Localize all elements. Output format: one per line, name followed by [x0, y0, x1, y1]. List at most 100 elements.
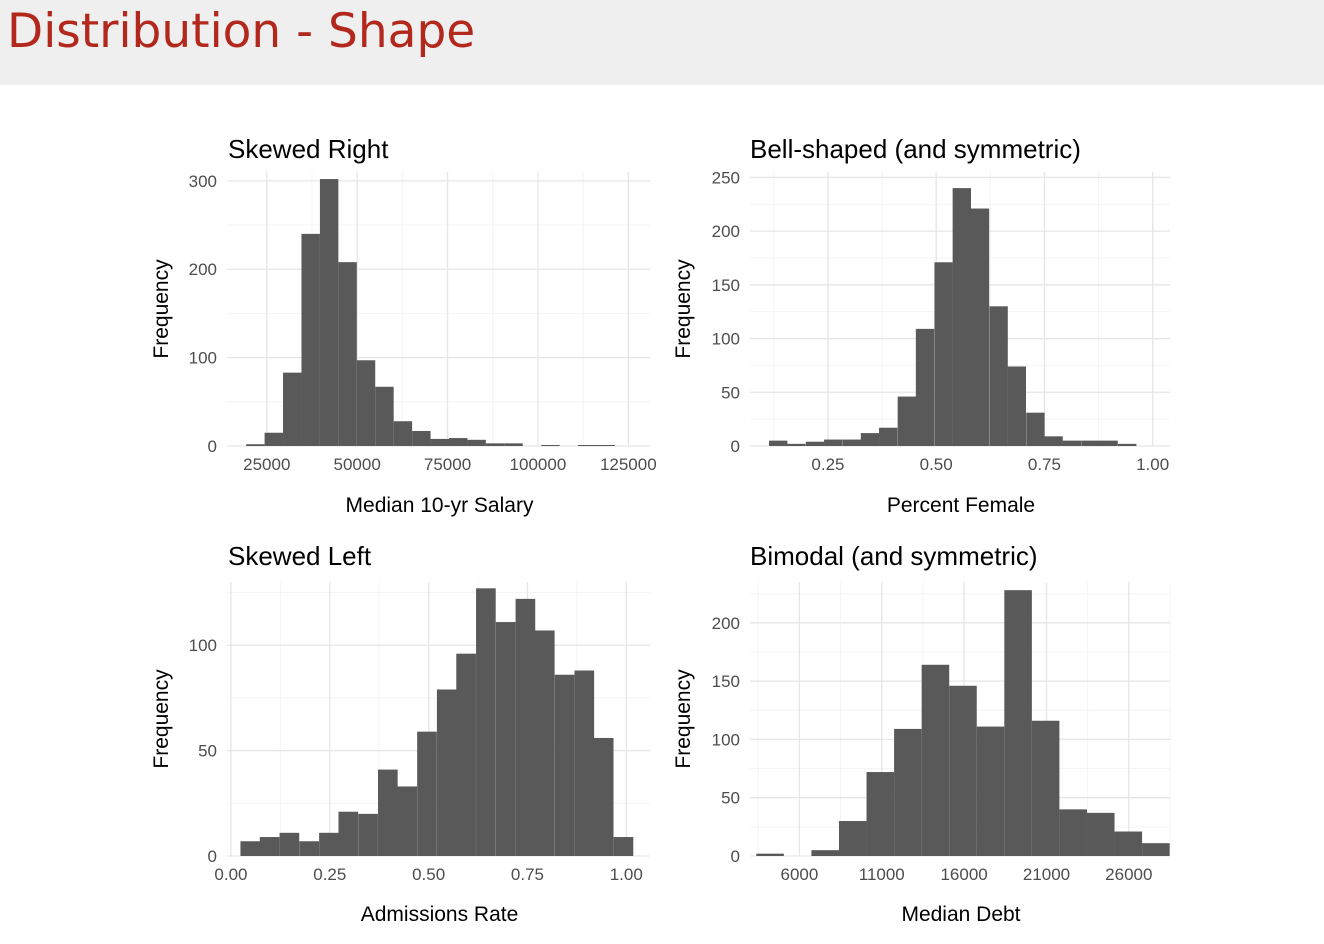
x-tick-label: 1.00 — [1136, 455, 1169, 474]
histogram-bar — [467, 439, 486, 446]
x-tick-label: 21000 — [1023, 865, 1070, 884]
y-tick-label: 250 — [712, 168, 740, 187]
histogram-panel-2: 0.25 0.50 0.75 1.00 0 50 100 150 200 250 Bell-shap… — [672, 134, 1170, 517]
chart-title: Skewed Left — [228, 541, 372, 571]
x-axis-label: Median Debt — [901, 903, 1020, 926]
histogram-bar — [860, 433, 880, 446]
histogram-bar — [397, 786, 418, 856]
histogram-bar — [989, 306, 1008, 446]
x-axis-label: Median 10-yr Salary — [346, 494, 534, 517]
histogram-bar — [554, 674, 575, 856]
x-tick-label: 11000 — [859, 865, 905, 884]
histogram-bar — [495, 622, 516, 856]
histogram-bar — [541, 445, 560, 446]
x-tick-label: 26000 — [1105, 865, 1152, 884]
histogram-bar — [894, 728, 922, 856]
y-tick-label: 0 — [208, 847, 217, 866]
histogram-bar — [301, 233, 320, 446]
histogram-bar — [1026, 412, 1045, 446]
histogram-bar — [1007, 366, 1026, 446]
histogram-panel-1: 25000 50000 75000 100000 125000 0 100 200 300 Ske… — [150, 134, 657, 517]
y-tick-label: 0 — [731, 847, 740, 866]
histogram-panel-4: 6000 11000 16000 21000 26000 0 50 100 150 200 Bimo… — [672, 541, 1171, 926]
histogram-bar — [338, 262, 357, 446]
y-tick-label: 300 — [189, 172, 217, 191]
histogram-bar — [1099, 440, 1118, 446]
histogram-bar — [240, 841, 261, 856]
histogram-bar — [934, 262, 953, 446]
histogram-bar — [279, 832, 300, 856]
x-tick-label: 0.50 — [920, 455, 953, 474]
x-tick-label: 0.25 — [811, 455, 844, 474]
histogram-bar — [1118, 443, 1137, 446]
histogram-bar — [412, 430, 431, 446]
histogram-bar — [358, 813, 378, 856]
y-axis-label: Frequency — [150, 259, 173, 359]
y-axis-label: Frequency — [150, 669, 173, 769]
chart-title: Bell-shaped (and symmetric) — [750, 134, 1081, 164]
y-tick-label: 200 — [189, 260, 217, 279]
x-tick-label: 0.75 — [511, 865, 544, 884]
histogram-bar — [805, 441, 825, 446]
histogram-bar — [787, 443, 806, 446]
x-tick-label: 75000 — [424, 455, 471, 474]
histogram-bar — [578, 445, 597, 446]
y-tick-label: 150 — [712, 672, 740, 691]
histogram-bar — [264, 432, 284, 446]
y-tick-label: 100 — [712, 330, 740, 349]
histogram-bar — [1081, 440, 1100, 446]
histogram-bar — [393, 421, 413, 446]
x-axis-label: Admissions Rate — [361, 903, 519, 926]
histogram-bar — [897, 396, 917, 446]
y-tick-label: 200 — [712, 222, 740, 241]
histogram-bar — [613, 837, 634, 856]
histogram-bar — [283, 372, 302, 446]
histogram-bar — [319, 179, 339, 446]
y-tick-label: 50 — [198, 742, 217, 761]
histogram-bar — [515, 598, 536, 856]
histogram-bar — [448, 438, 468, 446]
histogram-bar — [970, 208, 990, 446]
histogram-bar — [534, 630, 555, 856]
histogram-bar — [436, 689, 457, 856]
histogram-bar — [596, 445, 615, 446]
histogram-bar — [430, 438, 449, 446]
histogram-bar — [1114, 831, 1143, 856]
histogram-bar — [485, 443, 505, 446]
histogram-bar — [574, 670, 595, 856]
x-tick-label: 6000 — [780, 865, 818, 884]
histogram-bar — [952, 188, 971, 446]
histogram-bar — [824, 439, 843, 446]
histogram-bar — [246, 444, 265, 446]
histogram-bar — [879, 427, 898, 446]
slide-title: Distribution - Shape — [7, 4, 476, 59]
y-tick-label: 100 — [712, 730, 740, 749]
histogram-bar — [319, 832, 339, 856]
y-tick-label: 0 — [208, 437, 217, 456]
chart-title: Skewed Right — [228, 134, 389, 164]
x-tick-label: 0.75 — [1028, 455, 1061, 474]
y-tick-label: 100 — [189, 349, 217, 368]
y-axis-label: Frequency — [672, 669, 695, 769]
histogram-bar — [259, 837, 280, 856]
histogram-bar — [375, 386, 394, 446]
x-tick-label: 0.25 — [313, 865, 346, 884]
x-tick-label: 100000 — [510, 455, 567, 474]
histogram-bar — [1044, 436, 1063, 446]
histogram-bar — [949, 685, 977, 856]
x-tick-label: 25000 — [243, 455, 290, 474]
histogram-bar — [378, 769, 398, 856]
histogram-bar — [593, 737, 614, 856]
x-tick-label: 50000 — [334, 455, 381, 474]
histogram-bar — [811, 850, 839, 856]
x-tick-label: 0.50 — [412, 865, 445, 884]
histogram-bar — [299, 841, 319, 856]
histogram-bar — [838, 821, 867, 856]
x-tick-label: 0.00 — [214, 865, 247, 884]
histogram-bar — [356, 360, 376, 446]
histogram-bar — [866, 772, 895, 856]
histogram-bar — [769, 440, 788, 446]
y-tick-label: 0 — [731, 437, 740, 456]
x-tick-label: 125000 — [600, 455, 657, 474]
